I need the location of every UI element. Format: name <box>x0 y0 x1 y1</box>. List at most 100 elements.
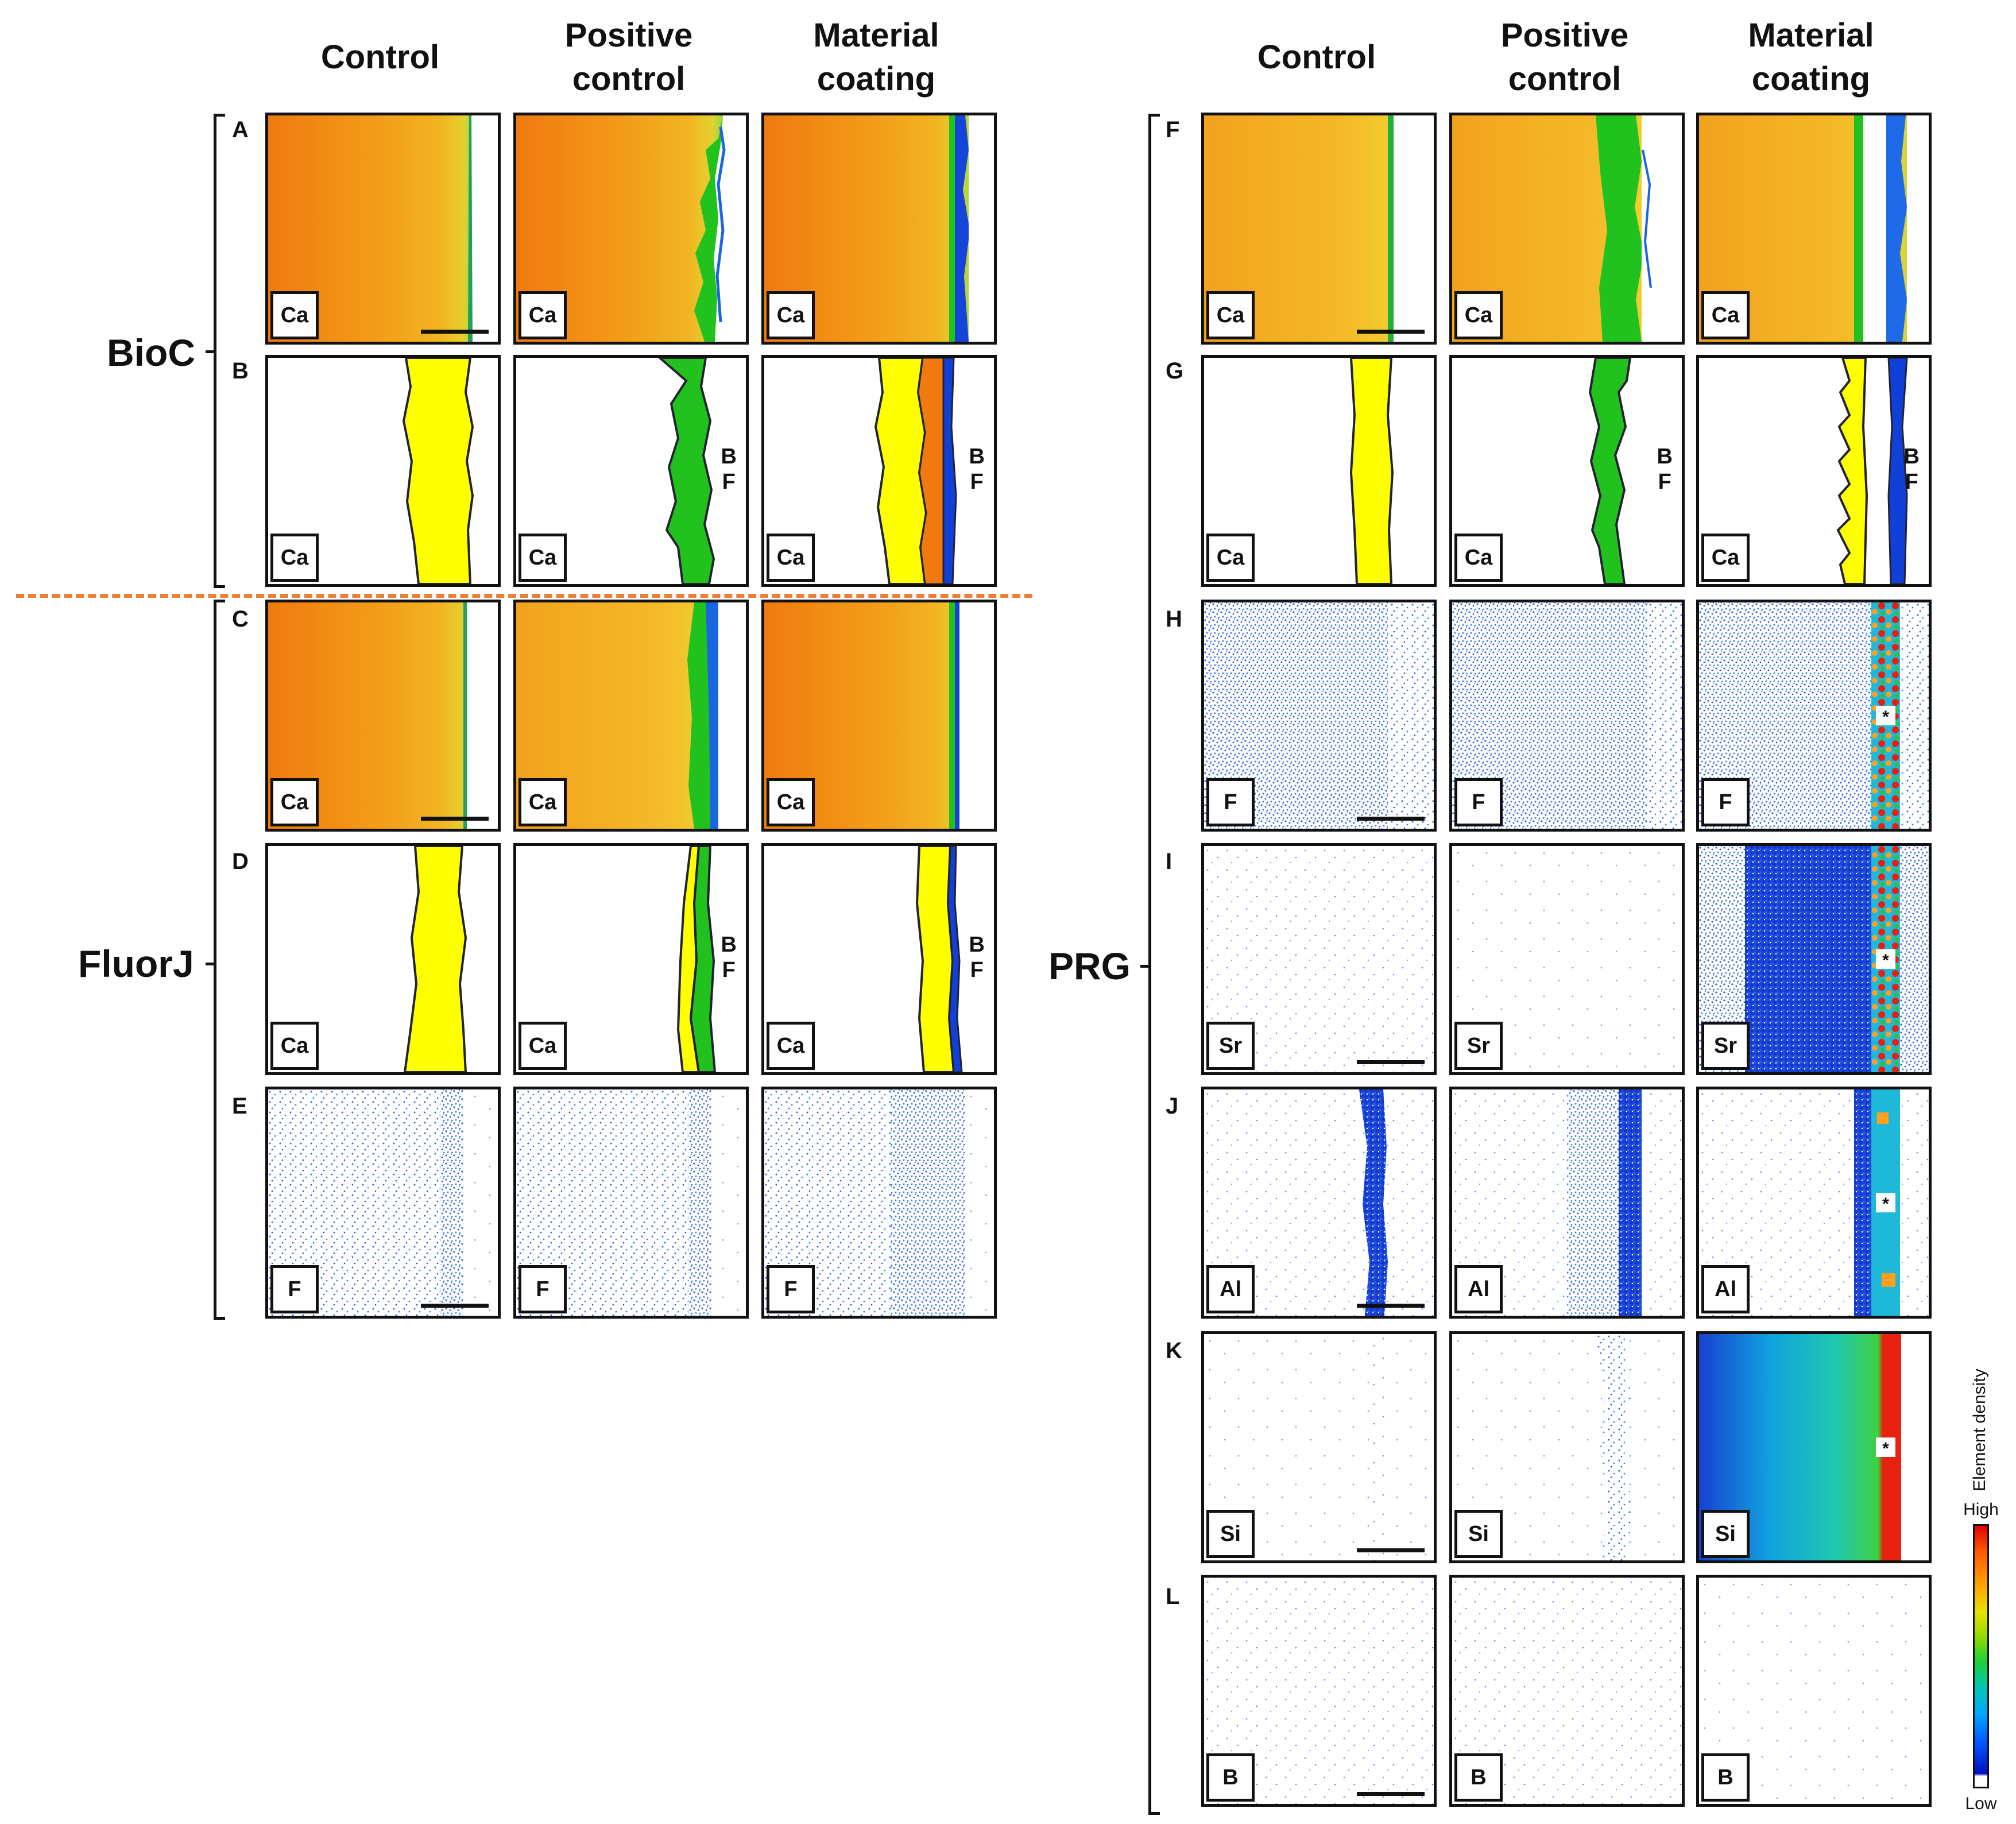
panel-c-positive-control: Ca <box>513 600 749 832</box>
f-map-image <box>764 1089 994 1316</box>
group-label-bioc: BioC <box>107 331 195 374</box>
bracket-tick-prg <box>1140 965 1150 968</box>
element-tag: Ca <box>1206 291 1255 339</box>
element-tag: F <box>1206 778 1255 826</box>
biofilm-label: B F <box>1657 445 1673 494</box>
ca-schematic <box>402 358 474 584</box>
bracket-prg <box>1148 114 1160 1815</box>
row-label-c: C <box>232 606 249 632</box>
group-label-fluorj: FluorJ <box>78 942 194 985</box>
legend-title-text: Element density <box>1970 1369 1989 1491</box>
ca-schematic <box>915 846 963 1072</box>
legend-high-label: High <box>1963 1500 1999 1519</box>
panel-j-control: Al <box>1201 1087 1437 1319</box>
scale-bar <box>1357 817 1425 821</box>
ca-schematic <box>1588 358 1632 584</box>
legend-low-label: Low <box>1965 1794 1997 1813</box>
panel-b-control: Ca <box>265 355 501 587</box>
panel-l-control: B <box>1201 1575 1437 1807</box>
element-tag: Ca <box>518 291 567 339</box>
panel-h-control: F <box>1201 600 1437 832</box>
panel-e-control: F <box>265 1087 501 1319</box>
panel-g-positive-control: Ca B F <box>1449 355 1685 587</box>
element-tag: Ca <box>518 1022 567 1070</box>
element-tag: Sr <box>1206 1022 1255 1070</box>
biofilm-label: B F <box>969 933 985 982</box>
ca-schematic <box>874 358 957 584</box>
ca-schematic <box>676 846 717 1072</box>
element-tag: Si <box>1454 1510 1503 1558</box>
panel-c-control: Ca <box>265 600 501 832</box>
panel-a-control: Ca <box>265 113 501 345</box>
panel-b-positive-control: Ca B F <box>513 355 749 587</box>
scale-bar <box>1357 1548 1425 1552</box>
group-separator-line <box>16 594 1032 598</box>
panel-k-positive-control: Si <box>1449 1331 1685 1563</box>
biofilm-label: B F <box>969 445 985 494</box>
element-tag: Ca <box>767 291 815 339</box>
element-tag: Ca <box>767 1022 815 1070</box>
ca-map-image <box>516 115 746 342</box>
element-tag: F <box>518 1265 567 1313</box>
asterisk-marker: * <box>1876 1437 1895 1458</box>
scale-bar <box>421 1304 489 1308</box>
element-tag: Al <box>1701 1265 1750 1313</box>
panel-e-positive-control: F <box>513 1087 749 1319</box>
panel-b-material-coating: Ca B F <box>761 355 997 587</box>
f-map-image <box>1452 602 1682 829</box>
element-tag: Sr <box>1701 1022 1750 1070</box>
panel-i-material-coating: Sr * <box>1696 843 1932 1075</box>
row-label-k: K <box>1166 1338 1182 1363</box>
scale-bar <box>421 817 489 821</box>
element-tag: Al <box>1454 1265 1503 1313</box>
element-tag: F <box>1701 778 1750 826</box>
bracket-tick-bioc <box>206 350 215 353</box>
ca-map-image <box>764 602 994 829</box>
element-tag: F <box>270 1265 319 1313</box>
element-tag: Ca <box>767 534 815 582</box>
scale-bar <box>1357 1792 1425 1796</box>
asterisk-marker: * <box>1876 1193 1895 1214</box>
row-label-i: I <box>1166 849 1173 874</box>
element-tag: Al <box>1206 1265 1255 1313</box>
element-tag: Ca <box>1701 534 1750 582</box>
col-header-control-left: Control <box>320 38 440 76</box>
element-tag: Sr <box>1454 1022 1503 1070</box>
col-header-control-right: Control <box>1257 38 1376 76</box>
bracket-fluorj <box>214 600 225 1320</box>
element-tag: Ca <box>270 778 319 826</box>
panel-i-control: Sr <box>1201 843 1437 1075</box>
panel-d-positive-control: Ca B F <box>513 843 749 1075</box>
element-tag: B <box>1454 1753 1503 1802</box>
panel-a-positive-control: Ca <box>513 113 749 345</box>
panel-h-material-coating: F * <box>1696 600 1932 832</box>
element-tag: B <box>1206 1753 1255 1802</box>
density-color-scale <box>1973 1524 1989 1788</box>
panel-f-material-coating: Ca <box>1696 113 1932 345</box>
col-header-material-coating-right: Material coating <box>1748 17 1874 98</box>
panel-h-positive-control: F <box>1449 600 1685 832</box>
element-tag: Ca <box>1206 534 1255 582</box>
panel-a-material-coating: Ca <box>761 113 997 345</box>
asterisk-marker: * <box>1876 706 1895 726</box>
row-label-j: J <box>1166 1093 1179 1119</box>
element-tag: Ca <box>1454 291 1503 339</box>
element-tag: Ca <box>518 534 567 582</box>
col-header-material-coating-left: Material coating <box>813 17 939 98</box>
element-tag: Ca <box>1701 291 1750 339</box>
panel-g-material-coating: Ca B F <box>1696 355 1932 587</box>
panel-d-material-coating: Ca B F <box>761 843 997 1075</box>
panel-e-material-coating: F <box>761 1087 997 1319</box>
panel-j-positive-control: Al <box>1449 1087 1685 1319</box>
panel-c-material-coating: Ca <box>761 600 997 832</box>
panel-k-control: Si <box>1201 1331 1437 1563</box>
row-label-e: E <box>232 1093 247 1119</box>
scale-bar <box>1357 1304 1425 1308</box>
row-label-d: D <box>232 849 249 874</box>
bracket-bioc <box>214 114 225 588</box>
element-tag: Si <box>1701 1510 1750 1558</box>
element-tag: Ca <box>270 291 319 339</box>
col-header-positive-control-right: Positive control <box>1500 17 1629 98</box>
ca-schematic <box>657 358 715 584</box>
ca-schematic <box>1836 358 1908 584</box>
